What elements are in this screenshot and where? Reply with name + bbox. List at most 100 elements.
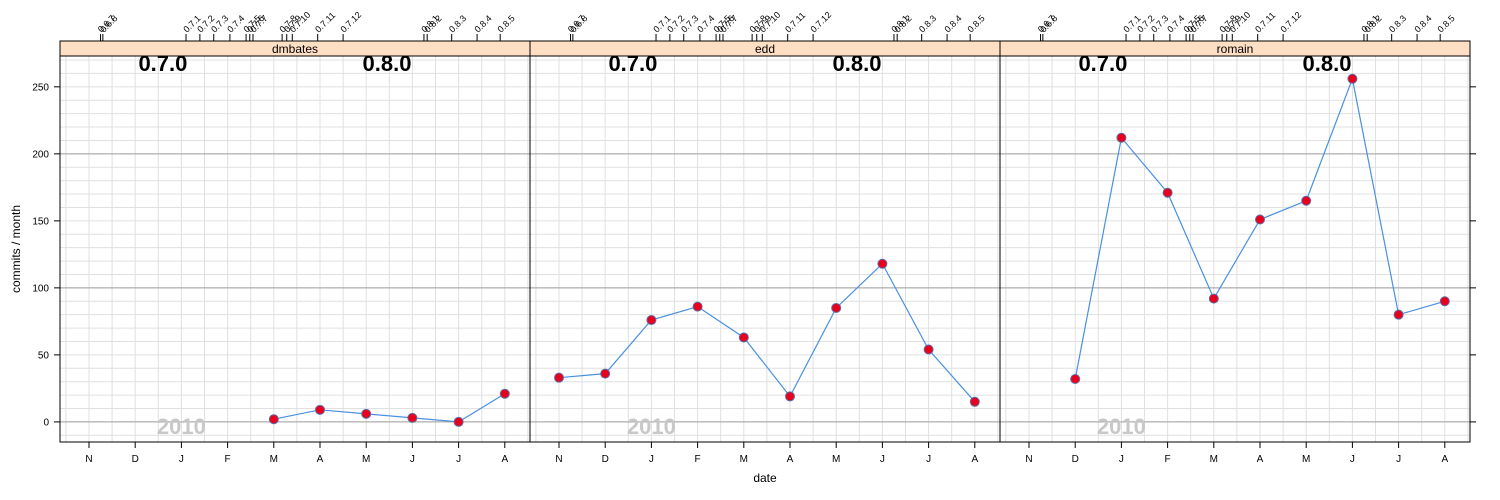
- x-tick-label: N: [555, 454, 562, 465]
- y-tick-label: 250: [32, 82, 49, 93]
- x-tick-label: M: [1210, 454, 1218, 465]
- release-tick-label: 0.7.4: [225, 13, 246, 34]
- y-axis-label: commits / month: [9, 205, 23, 293]
- y-tick-label: 150: [32, 216, 49, 227]
- y-tick-label: 50: [38, 350, 50, 361]
- data-point: [785, 391, 795, 402]
- data-point: [738, 332, 749, 343]
- data-point: [268, 414, 279, 425]
- x-tick-label: J: [649, 454, 654, 465]
- data-point: [923, 344, 934, 355]
- x-tick-label: J: [410, 454, 415, 465]
- panel-background: [530, 56, 1000, 442]
- x-tick-label: F: [695, 454, 701, 465]
- x-axis-label: date: [753, 471, 777, 485]
- data-point: [554, 372, 564, 383]
- x-tick-label: F: [1165, 454, 1171, 465]
- major-release-label: 0.8.0: [833, 51, 882, 76]
- release-tick-label: 0.7.12: [808, 10, 833, 35]
- release-tick-label: 0.7.11: [313, 10, 337, 34]
- release-tick-label: 0.7.4: [695, 13, 716, 34]
- major-release-label: 0.7.0: [608, 51, 657, 76]
- series-line-dmbates: [273, 393, 506, 423]
- release-tick-label: 0.8.2: [423, 13, 444, 34]
- release-tick-label: 0.7.12: [338, 10, 363, 35]
- data-point: [877, 258, 888, 269]
- release-tick-label: 0.8.5: [966, 13, 987, 34]
- release-tick-label: 0.8.5: [496, 13, 517, 34]
- x-tick-label: D: [602, 454, 609, 465]
- x-tick-label: M: [362, 454, 370, 465]
- data-point: [1208, 293, 1219, 304]
- year-label: 2010: [157, 414, 206, 439]
- release-tick-label: 0.7.12: [1278, 10, 1303, 35]
- x-tick-label: J: [1350, 454, 1355, 465]
- release-tick-label: 0.6.8: [98, 13, 119, 34]
- data-point: [1116, 132, 1127, 143]
- release-tick-label: 0.7.11: [783, 10, 807, 34]
- x-tick-label: A: [501, 454, 508, 465]
- data-point: [499, 388, 510, 399]
- major-release-label: 0.8.0: [1303, 51, 1352, 76]
- y-tick-label: 0: [43, 417, 49, 428]
- data-point: [1255, 214, 1265, 225]
- release-tick-label: 0.7.4: [1165, 13, 1186, 34]
- x-tick-label: A: [971, 454, 978, 465]
- x-tick-label: M: [1302, 454, 1310, 465]
- panel-strip-label: dmbates: [272, 42, 318, 56]
- data-point: [453, 416, 464, 427]
- y-tick-label: 100: [32, 283, 49, 294]
- x-tick-label: J: [926, 454, 931, 465]
- release-tick-label: 0.8.4: [942, 13, 963, 34]
- x-tick-label: J: [880, 454, 885, 465]
- data-point: [600, 368, 611, 379]
- release-tick-label: 0.8.3: [447, 13, 468, 34]
- x-tick-label: A: [787, 454, 794, 465]
- year-label: 2010: [1097, 414, 1146, 439]
- data-point: [1439, 296, 1450, 307]
- panel-background: [60, 56, 530, 442]
- data-point: [1301, 195, 1312, 206]
- x-tick-label: F: [225, 454, 231, 465]
- x-tick-label: J: [1119, 454, 1124, 465]
- release-tick-label: 0.6.8: [1038, 13, 1059, 34]
- panel-border: [999, 55, 1471, 443]
- x-tick-label: D: [132, 454, 139, 465]
- release-tick-label: 0.8.4: [1412, 13, 1433, 34]
- x-tick-label: A: [1257, 454, 1264, 465]
- release-tick-label: 0.8.2: [1363, 13, 1384, 34]
- x-tick-label: M: [270, 454, 278, 465]
- x-tick-label: M: [832, 454, 840, 465]
- data-point: [1347, 73, 1358, 84]
- x-tick-label: A: [1441, 454, 1448, 465]
- series-line-edd: [558, 262, 976, 403]
- release-tick-label: 0.6.8: [568, 13, 589, 34]
- release-tick-label: 0.8.5: [1436, 13, 1457, 34]
- x-tick-label: M: [740, 454, 748, 465]
- panel-strip-label: edd: [755, 42, 775, 56]
- major-release-label: 0.7.0: [1078, 51, 1127, 76]
- data-point: [361, 408, 372, 419]
- data-point: [646, 315, 657, 326]
- data-point: [692, 301, 703, 312]
- x-tick-label: J: [179, 454, 184, 465]
- release-tick-label: 0.8.3: [1387, 13, 1408, 34]
- x-tick-label: N: [1025, 454, 1032, 465]
- x-tick-label: A: [317, 454, 324, 465]
- year-label: 2010: [627, 414, 676, 439]
- panel-strip-label: romain: [1217, 42, 1254, 56]
- x-tick-label: D: [1072, 454, 1079, 465]
- major-release-label: 0.7.0: [138, 51, 187, 76]
- data-point: [1162, 187, 1173, 198]
- release-tick-label: 0.8.3: [917, 13, 938, 34]
- release-tick-label: 0.7.11: [1253, 10, 1277, 34]
- y-tick-label: 200: [32, 149, 49, 160]
- release-tick-label: 0.8.2: [893, 13, 914, 34]
- data-point: [831, 302, 842, 313]
- data-point: [1070, 374, 1081, 385]
